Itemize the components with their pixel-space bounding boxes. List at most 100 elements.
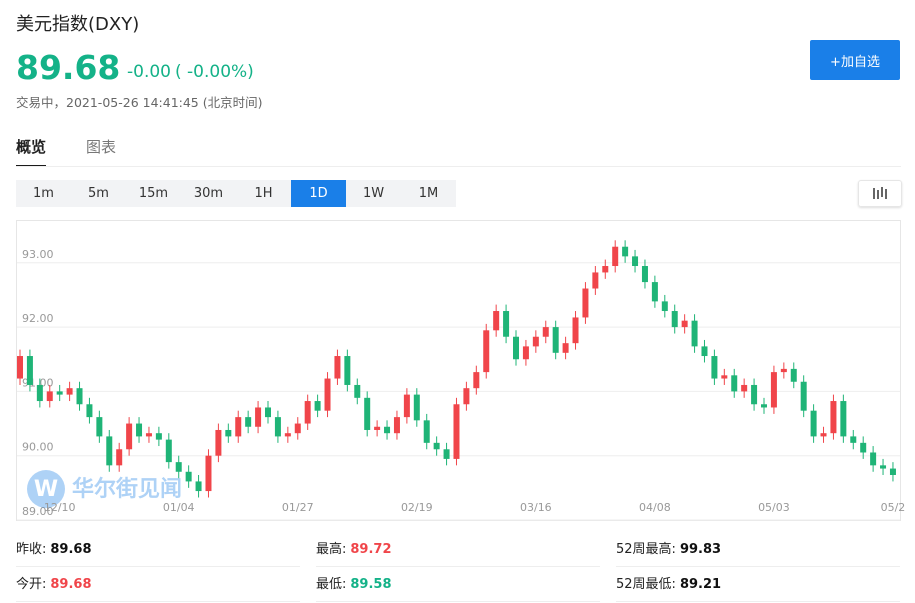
- candle-body: [880, 465, 887, 469]
- candle-body: [324, 378, 331, 411]
- period-button[interactable]: 30m: [193, 186, 224, 201]
- watermark-text: 华尔街见闻: [72, 476, 182, 502]
- candle-body: [632, 256, 639, 267]
- stat-value: 89.68: [50, 542, 92, 557]
- candle-body: [701, 346, 708, 357]
- candle-body: [453, 404, 460, 459]
- tab[interactable]: 图表: [86, 138, 117, 156]
- stat: 昨收: 89.68: [16, 538, 300, 567]
- separator: [16, 166, 901, 167]
- candle-icon: [873, 187, 887, 199]
- change: -0.00( -0.00%): [127, 62, 258, 82]
- candle-body: [374, 426, 381, 430]
- period-bar: 1m 5m 15m 30m 1H 1D 1W 1M: [16, 180, 456, 207]
- candle-body: [572, 317, 579, 344]
- y-tick-label: 90.00: [22, 441, 54, 454]
- stat-label: 最高:: [316, 542, 347, 557]
- x-tick-label: 02/19: [401, 501, 433, 514]
- period-button[interactable]: 1H: [254, 186, 273, 201]
- candle-body: [403, 394, 410, 418]
- candle-body: [106, 436, 113, 466]
- candle-body: [155, 433, 162, 440]
- candle-body: [145, 433, 152, 437]
- candle-body: [503, 311, 510, 337]
- candle-body: [522, 346, 529, 360]
- candle-body: [513, 336, 519, 360]
- candle-body: [116, 449, 123, 466]
- candle-body: [215, 429, 222, 456]
- period-button[interactable]: 1M: [418, 186, 439, 201]
- candle-body: [443, 449, 450, 459]
- price: 89.68: [16, 48, 121, 87]
- candle-body: [810, 410, 817, 437]
- stat-value: 89.21: [679, 577, 722, 592]
- candle-body: [17, 356, 23, 379]
- candle-body: [344, 356, 351, 385]
- stat-value: 89.68: [50, 577, 92, 592]
- candle-body: [542, 327, 549, 337]
- candle-body: [265, 407, 271, 418]
- period-button[interactable]: 1m: [33, 186, 54, 201]
- candle-body: [225, 429, 232, 437]
- x-tick-label: 05/2: [881, 501, 906, 514]
- x-tick-label: 03/16: [520, 501, 552, 514]
- change-pct: ( -0.00%): [175, 62, 254, 82]
- candle-body: [175, 462, 182, 472]
- candle-body: [830, 401, 837, 434]
- stat: 今开: 89.68: [16, 573, 300, 602]
- change-value: -0.00: [127, 62, 171, 82]
- candle-body: [205, 455, 212, 492]
- add-watchlist-button[interactable]: +加自选: [810, 40, 900, 80]
- candle-body: [423, 420, 430, 443]
- candle-body: [711, 356, 718, 379]
- candle-body: [185, 471, 192, 482]
- candle-body: [66, 388, 73, 395]
- y-tick-label: 89.00: [22, 505, 54, 518]
- candle-body: [384, 426, 391, 434]
- chart-type-button[interactable]: [858, 180, 902, 207]
- stat: 52周最高: 99.83: [616, 538, 900, 567]
- candle-body: [56, 391, 63, 395]
- candle-body: [889, 468, 896, 475]
- candle-body: [850, 436, 857, 443]
- stat-label: 昨收:: [16, 542, 47, 557]
- candle-body: [671, 311, 678, 328]
- candle-body: [691, 320, 698, 347]
- candle-body: [304, 401, 311, 424]
- candle-body: [761, 404, 767, 408]
- candle-body: [721, 375, 728, 379]
- stat: 最高: 89.72: [316, 538, 600, 567]
- stat: 最低: 89.58: [316, 573, 600, 602]
- x-tick-label: 01/04: [163, 501, 195, 514]
- period-button[interactable]: 5m: [88, 186, 109, 201]
- candle-body: [235, 417, 242, 437]
- stat-label: 52周最低:: [616, 577, 676, 592]
- x-tick-label: 04/08: [639, 501, 671, 514]
- candle-body: [364, 397, 371, 430]
- stat-label: 52周最高:: [616, 542, 676, 557]
- y-tick-label: 92.00: [22, 312, 54, 325]
- candle-body: [136, 423, 143, 437]
- candle-body: [334, 356, 341, 379]
- candle-body: [622, 246, 629, 257]
- candle-body: [76, 388, 83, 405]
- candle-body: [800, 381, 807, 411]
- candle-body: [731, 375, 738, 392]
- candle-body: [661, 301, 668, 312]
- watermark: W 华尔街见闻: [27, 470, 182, 508]
- candle-body: [780, 368, 787, 373]
- stat-value: 89.72: [350, 542, 392, 557]
- candle-body: [46, 391, 53, 402]
- period-button[interactable]: 15m: [138, 186, 169, 201]
- period-button[interactable]: 1W: [362, 186, 385, 201]
- candle-body: [433, 442, 440, 450]
- candle-body: [483, 330, 490, 373]
- candle-body: [820, 433, 827, 437]
- candle-body: [612, 246, 619, 267]
- candle-body: [493, 311, 500, 331]
- stat: 52周最低: 89.21: [616, 573, 900, 602]
- period-button[interactable]: 1D: [291, 180, 346, 207]
- y-tick-label: 93.00: [22, 248, 54, 261]
- stat-value: 89.58: [350, 577, 392, 592]
